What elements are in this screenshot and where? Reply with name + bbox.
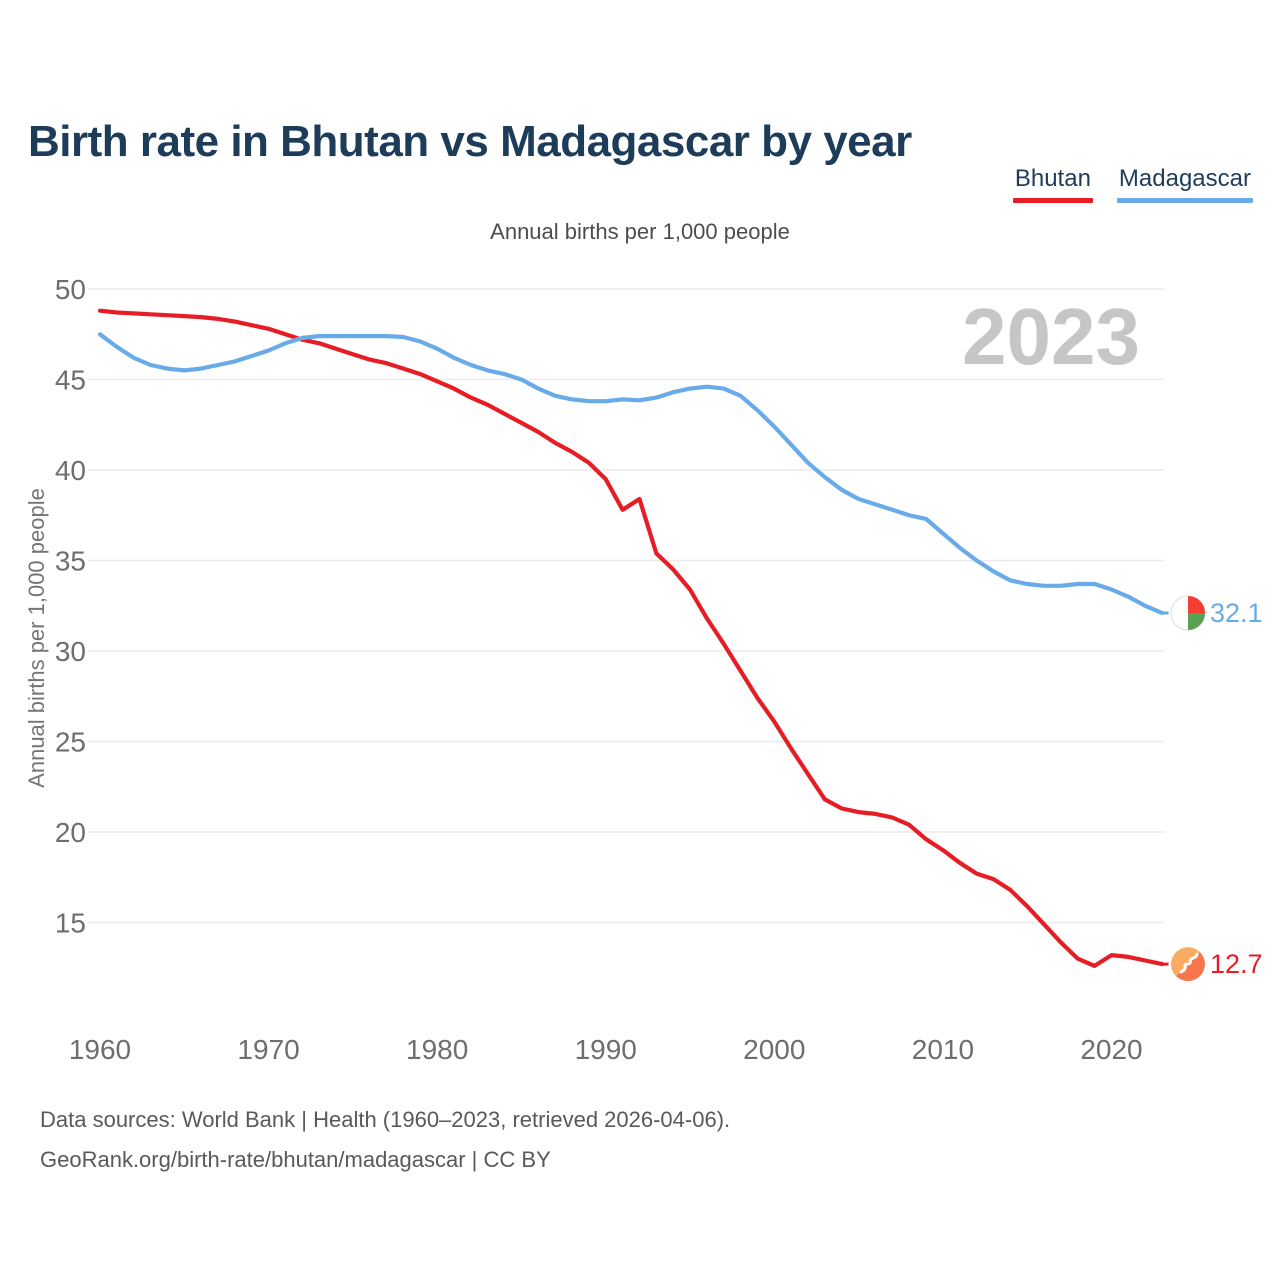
end-value-label-bhutan: 12.7 [1210,949,1263,979]
x-tick-label: 1970 [237,1034,299,1065]
end-marker-bhutan [1168,944,1208,984]
flag-orange-half [1175,952,1205,982]
footer-attribution: GeoRank.org/birth-rate/bhutan/madagascar… [40,1147,551,1172]
series-lines: 12.7 32.1 [97,308,1263,984]
y-tick-label: 30 [55,636,86,667]
y-tick-label: 40 [55,455,86,486]
flag-dragon-glyph [1179,952,1199,974]
footer-data-sources: Data sources: World Bank | Health (1960–… [40,1107,731,1132]
legend-label-bhutan: Bhutan [1014,165,1091,192]
legend-item-madagascar[interactable]: Madagascar [1116,165,1253,203]
footer: Data sources: World Bank | Health (1960–… [40,1100,730,1180]
page-title: Birth rate in Bhutan vs Madagascar by ye… [28,117,912,167]
x-tick-label: 2020 [1080,1034,1142,1065]
legend-color-bar-madagascar [1116,198,1253,203]
y-tick-label: 25 [55,727,86,758]
y-tick-label: 45 [55,365,86,396]
legend: Bhutan Madagascar [1012,165,1253,203]
y-tick-label: 15 [55,908,86,939]
flag-yellow-half [1171,947,1201,977]
x-tick-label: 1980 [406,1034,468,1065]
end-value-label-madagascar: 32.1 [1210,598,1263,628]
watermark-year: 2023 [962,292,1140,381]
end-marker-madagascar [1168,593,1208,633]
series-line-madagascar [97,332,1165,616]
flag-green-quarter [1188,612,1205,630]
chart-subtitle: Annual births per 1,000 people [490,219,790,244]
x-tick-label: 1960 [69,1034,131,1065]
legend-item-bhutan[interactable]: Bhutan [1012,165,1093,203]
y-tick-label: 50 [55,274,86,305]
legend-color-bar-bhutan [1012,198,1093,203]
x-tick-label: 2000 [743,1034,805,1065]
x-tick-label: 2010 [912,1034,974,1065]
x-tick-label: 1990 [575,1034,637,1065]
y-tick-label: 20 [55,817,86,848]
y-axis-title: Annual births per 1,000 people [24,488,49,788]
series-line-bhutan [97,308,1165,969]
legend-label-madagascar: Madagascar [1118,165,1251,192]
y-tick-label: 35 [55,546,86,577]
axis-tick-labels: 50 45 40 35 30 25 20 15 1960 1970 1980 1990 2000 2010… [55,274,1143,1065]
flag-red-quarter [1188,595,1205,613]
gridlines [88,288,1164,924]
